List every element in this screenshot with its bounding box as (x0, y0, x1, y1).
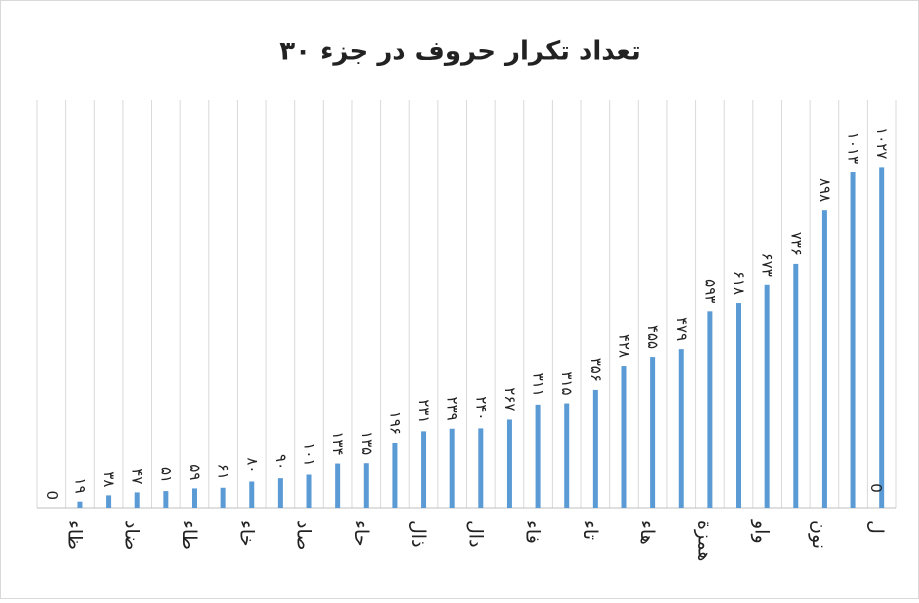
x-tick-label: خاء (235, 520, 257, 546)
value-label: ۱۰۲۷ (873, 127, 891, 159)
x-tick-label: فاء (522, 520, 544, 544)
value-label: ۴۵۵ (644, 325, 662, 349)
bar (536, 405, 541, 508)
value-label: ۱۰۱۳ (845, 132, 863, 164)
x-tick-label: دال (464, 520, 486, 548)
bar (77, 502, 82, 508)
bar (736, 303, 741, 508)
bar (421, 431, 426, 508)
value-label: ۶۱ (215, 464, 233, 480)
bar (593, 390, 598, 508)
value-label: ۳۸ (100, 471, 118, 487)
value-label: ۱۳۵ (358, 431, 376, 455)
bar (621, 366, 626, 508)
x-tick-label: نون (808, 520, 830, 549)
x-tick-label: ضاد (121, 520, 143, 550)
bar (450, 429, 455, 508)
value-label: 0 (43, 490, 61, 500)
x-tick-label: طاء (178, 520, 200, 550)
value-label: ۵۹۳ (701, 279, 719, 303)
value-label: ۱۹۶ (386, 411, 404, 435)
value-label: ۸۹۸ (816, 178, 834, 202)
x-tick-label: ظاء (63, 520, 85, 550)
x-tick-label: تاء (579, 520, 601, 540)
frame (1, 1, 919, 599)
value-label: ۳۵۶ (587, 358, 605, 382)
value-label: ۱۹ (71, 478, 89, 494)
x-tick-label: صاد (293, 520, 315, 550)
bar (249, 481, 254, 508)
chart-title: تعداد تکرار حروف در جزء ۳۰ (279, 37, 640, 67)
value-label: ۲۴۰ (472, 396, 490, 420)
value-label: ۸۰ (243, 457, 261, 473)
bar (679, 349, 684, 508)
chart: تعداد تکرار حروف در جزء ۳۰ 0 ۱۹ ظاء ۳۸ ۴۷ ضاد… (0, 0, 919, 599)
bar (765, 285, 770, 508)
bar (822, 210, 827, 508)
value-label: ۳۱۵ (558, 371, 576, 395)
x-tick-label: حاء (350, 520, 372, 546)
bar (564, 404, 569, 508)
bar (793, 264, 798, 508)
x-tick-label: هاء (636, 520, 658, 545)
bar (163, 491, 168, 508)
x-tick-label: ذال (407, 520, 429, 548)
bar (307, 475, 312, 508)
x-tick-label: همزة (693, 520, 715, 561)
x-tick-label: واو (751, 519, 773, 544)
value-label: ۲۳۹ (444, 397, 462, 421)
bar (192, 488, 197, 508)
bar (879, 167, 884, 508)
bar (851, 172, 856, 508)
bar (707, 311, 712, 508)
x-tick-label: ل (865, 520, 887, 534)
value-label: ۶۷۳ (759, 253, 777, 277)
value-label: ۱۰۱ (301, 442, 319, 466)
value-label: ۳۱۱ (530, 373, 548, 397)
value-label: ۴۷۹ (673, 317, 691, 341)
bar (650, 357, 655, 508)
bar (335, 464, 340, 508)
bar (278, 478, 283, 508)
value-label: ۴۲۸ (615, 334, 633, 358)
value-label: ۱۳۴ (329, 431, 347, 455)
value-label: ۵۹ (186, 464, 204, 480)
bar (135, 492, 140, 508)
value-label: ۷۳۶ (787, 232, 805, 256)
bar (364, 463, 369, 508)
bar (392, 443, 397, 508)
value-label: ۴۷ (129, 468, 147, 484)
bar (221, 488, 226, 508)
value-label: ۲۶۷ (501, 387, 519, 411)
value-label: ۵۱ (157, 467, 175, 483)
value-label: ۲۳۱ (415, 399, 433, 423)
bar (106, 495, 111, 508)
value-label: ۹۰ (272, 454, 290, 470)
bar (507, 419, 512, 508)
bar (478, 428, 483, 508)
annotation: 0 (867, 483, 885, 493)
value-label: ۶۱۸ (730, 271, 748, 295)
